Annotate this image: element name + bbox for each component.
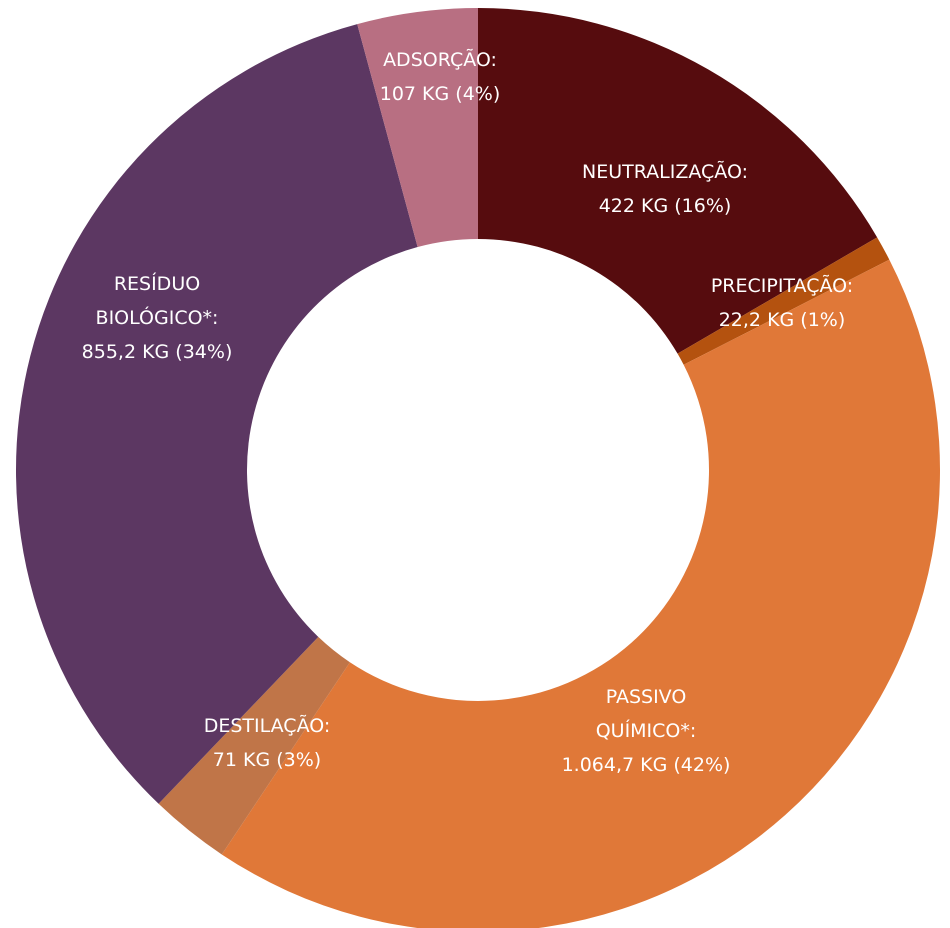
slice-labels: NEUTRALIZAÇÃO: 422 KG (16%) PRECIPITAÇÃO: 2… — [82, 48, 854, 776]
slice-label-3: DESTILAÇÃO: 71 KG (3%) — [204, 714, 331, 771]
slice-label-line: 422 KG (16%) — [599, 195, 732, 217]
slice-label-0: NEUTRALIZAÇÃO: 422 KG (16%) — [582, 160, 748, 217]
slice-label-line: 71 KG (3%) — [213, 749, 321, 771]
slice-label-line: QUÍMICO*: — [596, 719, 697, 742]
slice-label-line: 855,2 KG (34%) — [82, 341, 233, 363]
slice-2 — [221, 259, 940, 928]
slice-label-line: DESTILAÇÃO: — [204, 714, 331, 737]
slice-5 — [357, 8, 478, 248]
slice-label-line: 107 KG (4%) — [380, 83, 501, 105]
slice-label-line: ADSORÇÃO: — [383, 48, 497, 71]
slice-label-4: RESÍDUO BIOLÓGICO*: 855,2 KG (34%) — [82, 272, 233, 363]
donut-slices — [15, 8, 940, 928]
slice-label-5: ADSORÇÃO: 107 KG (4%) — [380, 48, 501, 105]
slice-label-line: BIOLÓGICO*: — [96, 305, 219, 329]
slice-label-2: PASSIVO QUÍMICO*: 1.064,7 KG (42%) — [562, 686, 731, 776]
slice-1 — [677, 237, 890, 365]
slice-4 — [15, 24, 418, 804]
slice-3 — [158, 636, 350, 855]
slice-label-line: PASSIVO — [606, 686, 687, 708]
slice-label-line: NEUTRALIZAÇÃO: — [582, 160, 748, 183]
slice-0 — [478, 8, 878, 354]
slice-label-line: 1.064,7 KG (42%) — [562, 754, 731, 776]
slice-label-1: PRECIPITAÇÃO: 22,2 KG (1%) — [711, 274, 853, 331]
slice-label-line: 22,2 KG (1%) — [719, 309, 846, 331]
slice-label-line: RESÍDUO — [114, 272, 200, 295]
slice-label-line: PRECIPITAÇÃO: — [711, 274, 853, 297]
